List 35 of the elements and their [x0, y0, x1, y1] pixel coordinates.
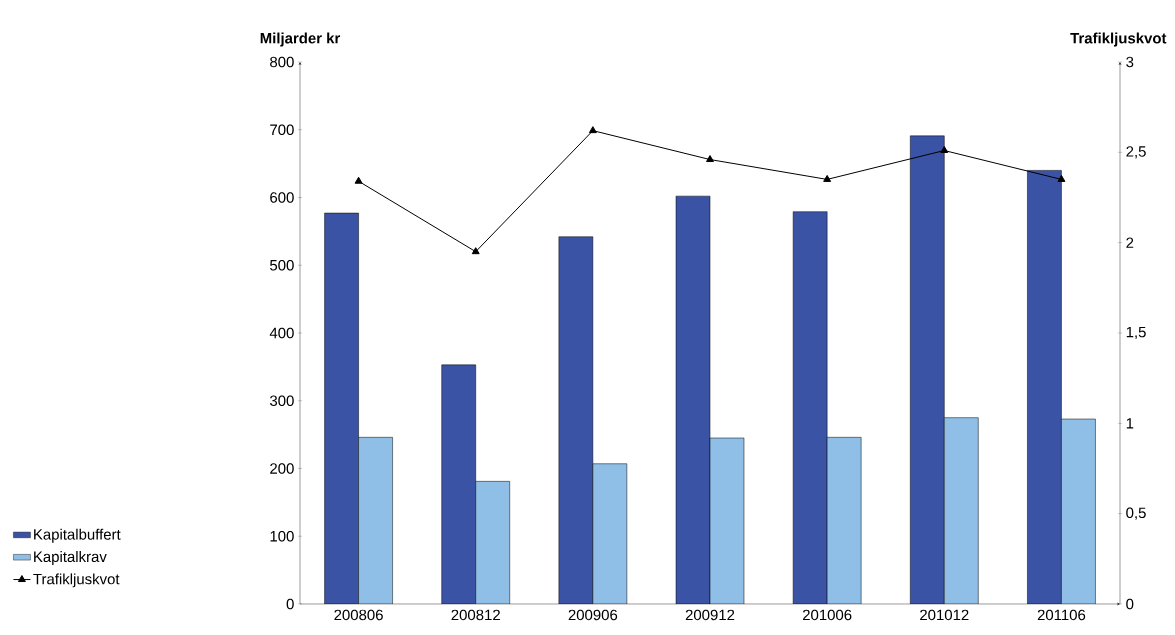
- legend-label: Trafikljuskvot: [33, 573, 120, 588]
- y2-tick-label: 0,5: [1126, 507, 1146, 520]
- y-tick-label: 300: [269, 395, 294, 407]
- point: [706, 155, 714, 163]
- y2-tick-label: 2,5: [1126, 146, 1146, 159]
- y-tick-label: 600: [270, 192, 294, 203]
- point: [588, 126, 597, 134]
- legend-label: Kapitalkrav: [34, 551, 107, 565]
- x-tick-label: 201012: [920, 609, 969, 621]
- y-axis-title: Miljarder kr: [260, 32, 341, 47]
- legend-label: Kapitalbuffert: [34, 528, 121, 543]
- y-tick-label: 0: [286, 598, 294, 610]
- y-tick-label: 200: [270, 463, 294, 474]
- y-tick-label: 400: [269, 327, 294, 339]
- x-tick-label: 201006: [802, 609, 852, 621]
- x-tick-label: 200912: [685, 609, 735, 621]
- point: [471, 247, 480, 255]
- y2-tick-label: 1: [1126, 418, 1134, 429]
- y-tick-label: 500: [270, 259, 294, 271]
- y-tick-label: 100: [270, 530, 294, 542]
- y-tick-label: 700: [270, 124, 294, 136]
- x-tick-label: 201106: [1037, 609, 1086, 621]
- x-tick-label: 200806: [334, 609, 383, 621]
- point: [940, 146, 949, 154]
- x-tick-label: 200812: [451, 609, 500, 621]
- y2-tick-label: 0: [1126, 598, 1134, 610]
- point: [1057, 174, 1066, 182]
- y2-tick-label: 2: [1126, 237, 1134, 248]
- y2-axis-title: Trafikljuskvot: [1070, 32, 1167, 47]
- point: [823, 174, 832, 182]
- y2-tick-label: 1,5: [1126, 326, 1146, 340]
- y2-tick-label: 3: [1126, 56, 1134, 68]
- point: [354, 176, 363, 184]
- y-tick-label: 800: [270, 56, 294, 68]
- x-tick-label: 200906: [568, 609, 618, 621]
